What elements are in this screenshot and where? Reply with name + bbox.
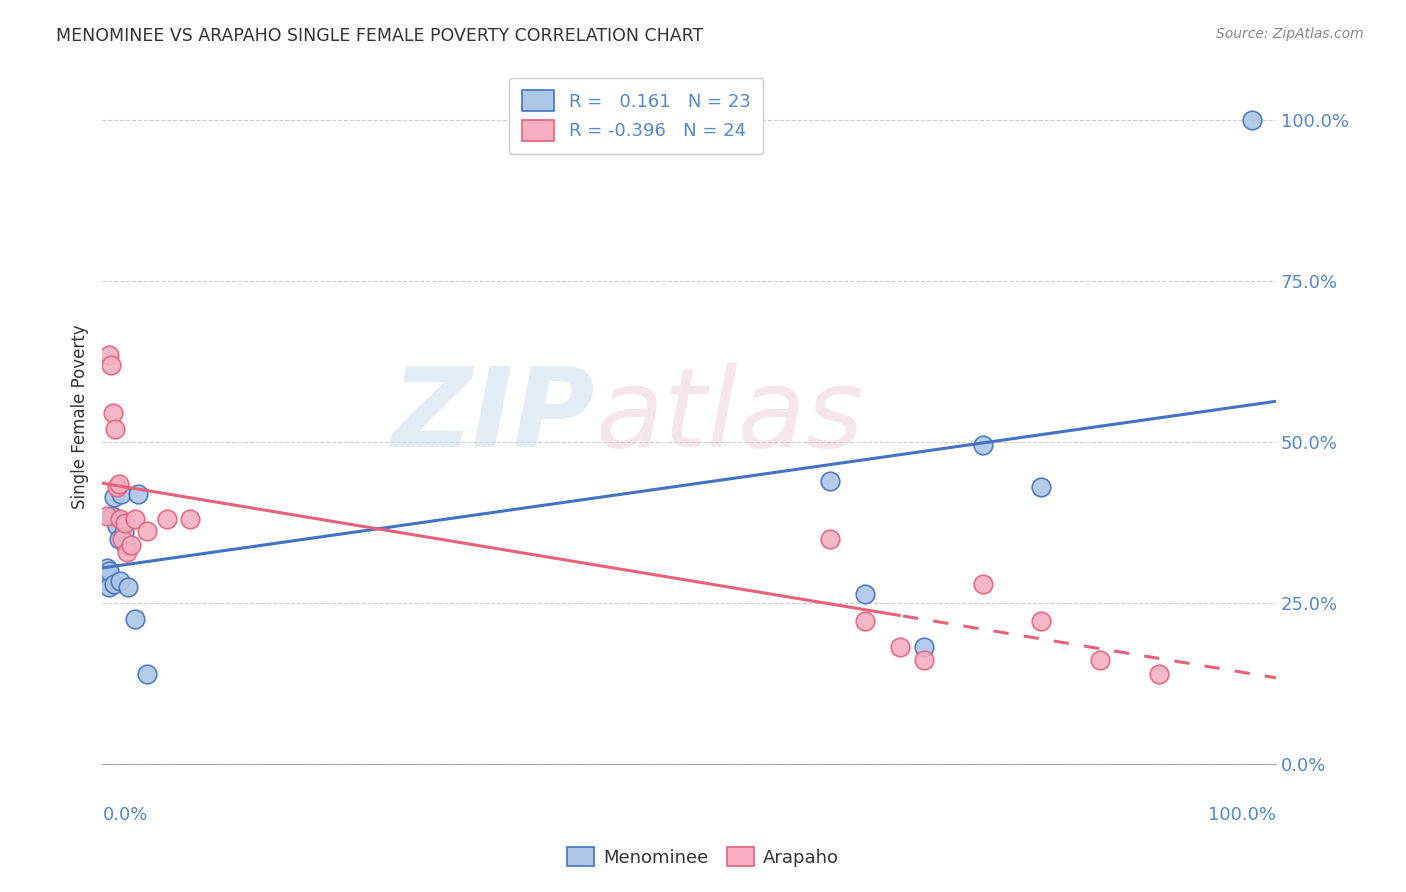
- Point: [96, 509, 118, 524]
- Point: [818, 532, 841, 546]
- Point: [818, 474, 841, 488]
- Point: [108, 532, 131, 546]
- Point: [124, 612, 146, 626]
- Point: [853, 614, 876, 628]
- Point: [114, 516, 136, 530]
- Point: [1088, 653, 1111, 667]
- Point: [96, 574, 118, 588]
- Text: Source: ZipAtlas.com: Source: ZipAtlas.com: [1216, 27, 1364, 41]
- Point: [1031, 614, 1053, 628]
- Text: 0.0%: 0.0%: [103, 806, 148, 824]
- Point: [110, 486, 132, 500]
- Point: [105, 519, 128, 533]
- Point: [853, 586, 876, 600]
- Point: [136, 667, 159, 681]
- Text: atlas: atlas: [595, 363, 863, 470]
- Y-axis label: Single Female Poverty: Single Female Poverty: [72, 324, 89, 508]
- Point: [98, 564, 121, 578]
- Point: [98, 580, 121, 594]
- Point: [1147, 667, 1170, 681]
- Point: [98, 348, 121, 362]
- Point: [108, 477, 131, 491]
- Point: [115, 544, 138, 558]
- Point: [889, 640, 911, 654]
- Point: [179, 512, 201, 526]
- Point: [117, 580, 139, 594]
- Text: 100.0%: 100.0%: [1208, 806, 1277, 824]
- Point: [127, 486, 149, 500]
- Point: [108, 512, 131, 526]
- Point: [912, 640, 935, 654]
- Point: [105, 480, 128, 494]
- Point: [1241, 113, 1264, 128]
- Point: [100, 358, 122, 372]
- Point: [120, 538, 142, 552]
- Legend: R =   0.161   N = 23, R = -0.396   N = 24: R = 0.161 N = 23, R = -0.396 N = 24: [509, 78, 763, 153]
- Point: [912, 653, 935, 667]
- Point: [156, 512, 179, 526]
- Legend: Menominee, Arapaho: Menominee, Arapaho: [560, 840, 846, 874]
- Text: ZIP: ZIP: [392, 363, 595, 470]
- Text: MENOMINEE VS ARAPAHO SINGLE FEMALE POVERTY CORRELATION CHART: MENOMINEE VS ARAPAHO SINGLE FEMALE POVER…: [56, 27, 703, 45]
- Point: [103, 490, 125, 504]
- Point: [101, 509, 124, 524]
- Point: [1031, 480, 1053, 494]
- Point: [108, 574, 131, 588]
- Point: [972, 577, 994, 591]
- Point: [111, 532, 134, 546]
- Point: [96, 561, 118, 575]
- Point: [124, 512, 146, 526]
- Point: [104, 422, 127, 436]
- Point: [101, 406, 124, 420]
- Point: [115, 538, 138, 552]
- Point: [136, 524, 159, 538]
- Point: [112, 525, 135, 540]
- Point: [972, 438, 994, 452]
- Point: [103, 577, 125, 591]
